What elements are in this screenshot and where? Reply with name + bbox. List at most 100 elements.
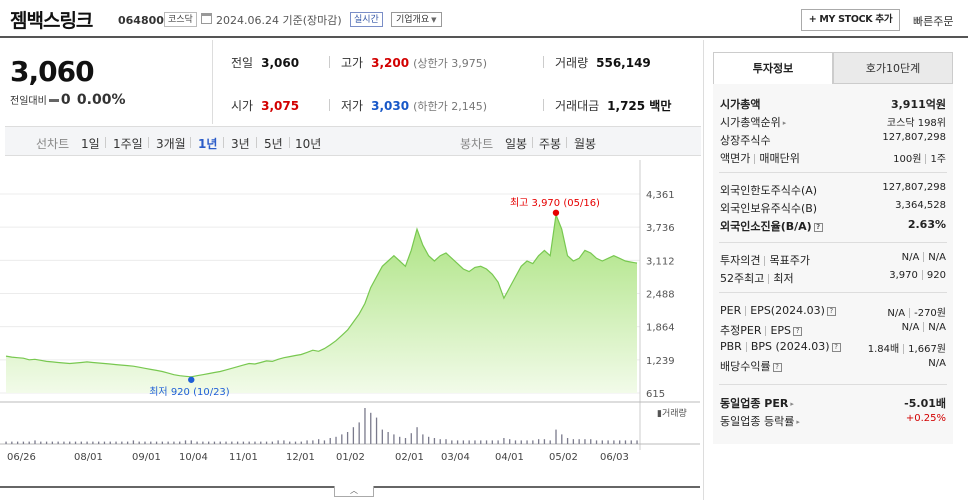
realtime-button[interactable]: 실시간 xyxy=(350,12,383,27)
high-marker xyxy=(552,209,560,216)
period-1d[interactable]: 1일 xyxy=(81,137,100,151)
volume-bar xyxy=(346,432,349,444)
volume-bar xyxy=(555,429,557,444)
x-axis-labels: 06/26 08/01 09/01 10/04 11/01 12/01 01/02 02/01… xyxy=(7,452,629,463)
tab-quote-10[interactable]: 호가10단계 xyxy=(833,52,953,84)
divider xyxy=(765,326,767,336)
price-area xyxy=(6,214,637,393)
info-row: 액면가 매매단위 100원 1주 xyxy=(720,150,946,166)
period-5y[interactable]: 5년 xyxy=(264,137,283,151)
period-1y[interactable]: 1년 xyxy=(198,137,218,151)
period-1w[interactable]: 1주일 xyxy=(113,137,143,151)
x-tick-label: 03/04 xyxy=(441,452,470,463)
help-icon[interactable]: ? xyxy=(772,362,782,372)
info-value-part: N/A xyxy=(928,322,946,333)
volume-bar xyxy=(352,427,355,444)
divider xyxy=(148,137,149,148)
candle-monthly[interactable]: 월봉 xyxy=(574,137,597,151)
volume-bar xyxy=(329,438,331,444)
volume-bar xyxy=(86,441,88,444)
upper-limit: (상한가 3,975) xyxy=(413,57,487,70)
add-my-stock-button[interactable]: + MY STOCK 추가 xyxy=(801,9,900,31)
stock-name: 젬백스링크 xyxy=(10,10,93,32)
volume-bar xyxy=(34,440,36,444)
help-icon[interactable]: ? xyxy=(831,342,841,352)
volume-bar xyxy=(236,441,239,444)
divider xyxy=(703,40,704,500)
volume-bar xyxy=(595,440,598,444)
info-value-part: 1.84배 xyxy=(867,344,900,355)
divider xyxy=(543,56,544,68)
info-value: 3,364,528 xyxy=(895,200,946,211)
divider xyxy=(329,56,330,68)
candle-chart-label: 봉차트 xyxy=(460,137,494,151)
current-price: 3,060 xyxy=(10,55,95,88)
volume-bar xyxy=(51,441,54,444)
volume-bar xyxy=(613,440,615,444)
chevron-right-icon[interactable]: ▸ xyxy=(796,418,800,426)
volume-bar xyxy=(624,440,627,444)
candle-daily[interactable]: 일봉 xyxy=(505,137,528,151)
divider xyxy=(719,384,947,385)
info-key-part: 외국인소진율(B/A) xyxy=(720,220,812,233)
investment-info-panel: 투자정보 호가10단계 시가총액 3,911억원 시가총액순위 ▸ 코스닥 198위 상장… xyxy=(713,52,953,444)
volume-bar xyxy=(497,440,499,444)
period-3m[interactable]: 3개월 xyxy=(156,137,186,151)
info-value: 1.84배 1,667원 xyxy=(868,340,946,355)
help-icon[interactable]: ? xyxy=(826,306,836,316)
stat-amount: 거래대금 1,725 백만 xyxy=(555,97,671,114)
volume-label: ▮거래량 xyxy=(657,407,687,419)
help-icon[interactable]: ? xyxy=(813,222,823,232)
volume-bar xyxy=(364,408,366,444)
volume-bar xyxy=(306,440,308,444)
stat-value: 3,075 xyxy=(261,99,300,113)
chevron-down-icon: ▼ xyxy=(431,16,437,24)
volume-bar xyxy=(537,439,540,444)
quick-order-link[interactable]: 빠른주문 xyxy=(913,15,954,28)
info-row: 추정PER EPS? N/A N/A xyxy=(720,322,946,338)
stat-value: 3,200 xyxy=(371,56,410,70)
volume-bar xyxy=(393,434,395,444)
x-tick-label: 02/01 xyxy=(395,452,424,463)
x-tick-label: 04/01 xyxy=(495,452,524,463)
info-value-part: 100원 xyxy=(893,154,922,165)
info-value: 2.63% xyxy=(907,218,946,231)
chevron-right-icon[interactable]: ▸ xyxy=(782,119,787,127)
info-key-part: 액면가 xyxy=(720,152,751,165)
y-tick-label: 4,361 xyxy=(646,190,675,201)
stat-value: 3,030 xyxy=(371,99,410,113)
y-tick-label: 1,864 xyxy=(646,323,675,334)
volume-bar xyxy=(121,441,123,444)
info-key: 외국인소진율(B/A)? xyxy=(720,218,823,234)
divider xyxy=(764,256,766,266)
info-value: N/A -270원 xyxy=(887,304,946,319)
company-overview-dropdown[interactable]: 기업개요 ▼ xyxy=(391,12,442,27)
period-3y[interactable]: 3년 xyxy=(231,137,250,151)
volume-bar xyxy=(509,439,511,444)
info-value: 100원 1주 xyxy=(893,150,946,165)
divider xyxy=(256,137,257,148)
info-key-part: 외국인보유주식수(B) xyxy=(720,202,818,215)
volume-bar xyxy=(190,440,192,444)
x-tick-label: 05/02 xyxy=(549,452,578,463)
tab-investment-info[interactable]: 투자정보 xyxy=(713,52,833,84)
chevron-right-icon[interactable]: ▸ xyxy=(790,400,794,408)
volume-bar xyxy=(566,438,569,444)
volume-bar xyxy=(196,441,198,444)
period-10y[interactable]: 10년 xyxy=(295,137,322,151)
stat-low: 저가 3,030 (하한가 2,145) xyxy=(341,97,487,114)
info-key-part: PER xyxy=(720,304,742,317)
info-row: PER EPS(2024.03)? N/A -270원 xyxy=(720,304,946,320)
volume-bar xyxy=(416,427,418,444)
divider xyxy=(754,154,756,164)
divider xyxy=(212,40,213,124)
volume-bar xyxy=(543,439,546,444)
help-icon[interactable]: ? xyxy=(793,326,803,336)
divider xyxy=(719,292,947,293)
candle-weekly[interactable]: 주봉 xyxy=(539,137,562,151)
price-chart[interactable]: 4,361 3,736 3,112 2,488 1,864 1,239 615 ▮거래량 0… xyxy=(0,160,700,465)
volume-bar xyxy=(179,441,181,444)
volume-bar xyxy=(561,434,563,444)
collapse-chart-button[interactable]: ︿ xyxy=(334,486,374,497)
volume-bar xyxy=(404,438,407,444)
